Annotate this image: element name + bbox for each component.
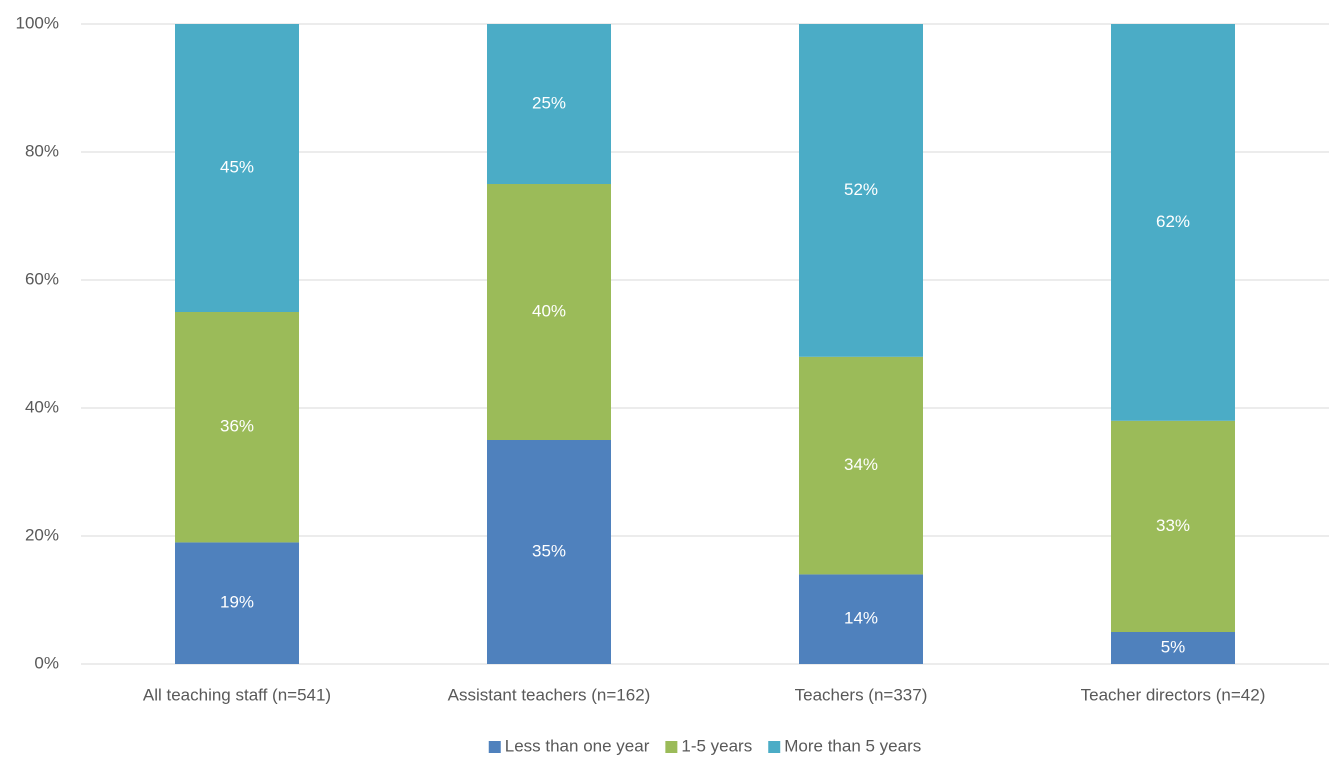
bar-segment: [487, 24, 611, 184]
bar-segment: [175, 542, 299, 664]
bar-segment: [175, 312, 299, 543]
x-tick-label: Teacher directors (n=42): [1081, 685, 1266, 704]
legend-swatch: [665, 741, 678, 753]
bar-segment: [799, 356, 923, 575]
y-tick-label: 0%: [34, 653, 59, 672]
x-tick-label: All teaching staff (n=541): [143, 685, 331, 704]
value-label: 5%: [1161, 637, 1186, 656]
value-label: 25%: [532, 93, 566, 112]
bar-segment: [1111, 632, 1235, 664]
bar-segment: [1111, 420, 1235, 632]
value-label: 52%: [844, 180, 878, 199]
value-label: 19%: [220, 593, 254, 612]
bar-segment: [175, 24, 299, 312]
bar-segment: [799, 24, 923, 357]
y-tick-label: 60%: [25, 269, 59, 288]
bar-segment: [487, 440, 611, 664]
legend-swatch: [488, 741, 501, 753]
bar-segment: [799, 574, 923, 664]
legend-label: Less than one year: [505, 736, 650, 755]
x-tick-label: Assistant teachers (n=162): [448, 685, 651, 704]
value-label: 33%: [1156, 516, 1190, 535]
legend-swatch: [768, 741, 781, 753]
x-tick-label: Teachers (n=337): [795, 685, 928, 704]
value-label: 14%: [844, 609, 878, 628]
value-label: 45%: [220, 157, 254, 176]
value-label: 62%: [1156, 212, 1190, 231]
legend: Less than one year 1-5 years More than 5 y…: [488, 736, 921, 755]
legend-label: More than 5 years: [784, 736, 921, 755]
bar-segment: [487, 184, 611, 440]
value-label: 36%: [220, 417, 254, 436]
value-label: 35%: [532, 541, 566, 560]
value-label: 40%: [532, 301, 566, 320]
y-tick-label: 20%: [25, 525, 59, 544]
legend-label: 1-5 years: [681, 736, 752, 755]
value-label: 34%: [844, 455, 878, 474]
y-tick-label: 80%: [25, 141, 59, 160]
y-tick-label: 40%: [25, 397, 59, 416]
y-tick-label: 100%: [16, 13, 59, 32]
bar-segment: [1111, 24, 1235, 421]
